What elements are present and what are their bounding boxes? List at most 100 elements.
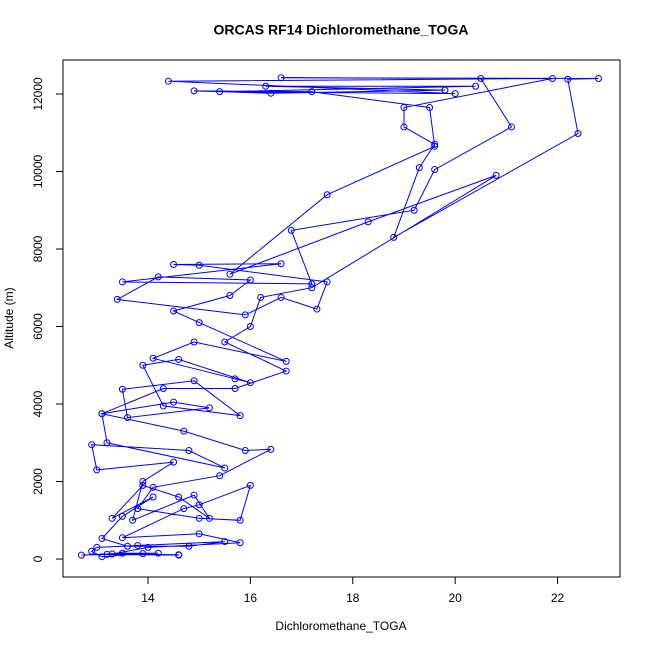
data-point: [216, 88, 224, 96]
data-point: [246, 323, 254, 331]
data-point: [257, 293, 265, 301]
data-point: [118, 385, 126, 393]
data-point: [88, 547, 96, 555]
data-point: [164, 77, 172, 85]
data-point: [431, 142, 439, 150]
data-point: [118, 278, 126, 286]
data-point: [594, 74, 602, 82]
data-point: [190, 377, 198, 385]
data-point: [507, 123, 515, 131]
y-tick-label: 10000: [31, 154, 45, 188]
data-point: [277, 74, 285, 82]
x-tick-label: 22: [551, 591, 565, 605]
data-point: [195, 530, 203, 538]
x-tick-label: 14: [141, 591, 155, 605]
data-point: [108, 550, 116, 558]
data-point: [124, 414, 132, 422]
data-point: [246, 379, 254, 387]
data-point: [216, 472, 224, 480]
data-point: [410, 206, 418, 214]
data-point: [195, 501, 203, 509]
data-point: [139, 361, 147, 369]
data-point: [221, 464, 229, 472]
data-point: [236, 412, 244, 420]
data-point: [451, 90, 459, 98]
data-point: [221, 538, 229, 546]
data-point: [98, 534, 106, 542]
y-tick-label: 0: [31, 555, 45, 562]
data-point: [287, 226, 295, 234]
data-point: [241, 311, 249, 319]
data-point: [205, 514, 213, 522]
data-point: [103, 439, 111, 447]
data-point: [308, 280, 316, 288]
data-point: [159, 402, 167, 410]
data-point: [267, 89, 275, 97]
y-tick-label: 12000: [31, 77, 45, 111]
data-point: [139, 478, 147, 486]
data-point: [190, 338, 198, 346]
data-point: [226, 292, 234, 300]
data-point: [364, 218, 372, 226]
data-point: [390, 233, 398, 241]
data-point: [236, 539, 244, 547]
x-tick-label: 16: [244, 591, 258, 605]
data-point: [262, 82, 270, 90]
data-point: [221, 338, 229, 346]
data-point: [113, 295, 121, 303]
data-point: [118, 549, 126, 557]
data-point: [190, 87, 198, 95]
chart-title: ORCAS RF14 Dichloromethane_TOGA: [214, 22, 469, 38]
data-point: [124, 542, 132, 550]
data-point: [139, 550, 147, 558]
data-point: [231, 385, 239, 393]
data-point: [323, 278, 331, 286]
data-point: [282, 357, 290, 365]
data-point: [431, 140, 439, 148]
data-point: [400, 104, 408, 112]
data-point: [246, 276, 254, 284]
data-point: [226, 270, 234, 278]
data-point: [185, 447, 193, 455]
data-point: [159, 385, 167, 393]
x-tick-label: 18: [346, 591, 360, 605]
data-line: [81, 77, 599, 558]
data-point: [195, 319, 203, 327]
data-point: [241, 447, 249, 455]
data-point: [308, 284, 316, 292]
data-point: [98, 410, 106, 418]
data-point: [180, 427, 188, 435]
data-point: [77, 551, 85, 559]
data-point: [149, 483, 157, 491]
data-point: [88, 441, 96, 449]
data-point: [149, 493, 157, 501]
data-point: [267, 445, 275, 453]
data-point: [236, 516, 244, 524]
data-point: [231, 375, 239, 383]
data-point: [277, 293, 285, 301]
data-point: [134, 541, 142, 549]
data-point: [144, 543, 152, 551]
data-point: [108, 514, 116, 522]
x-tick-label: 20: [448, 591, 462, 605]
data-point: [93, 543, 101, 551]
data-point: [175, 493, 183, 501]
data-point: [190, 491, 198, 499]
data-point: [98, 553, 106, 561]
data-point: [154, 273, 162, 281]
data-point: [185, 542, 193, 550]
x-axis-label: Dichloromethane_TOGA: [275, 619, 406, 633]
y-tick-label: 8000: [31, 235, 45, 262]
data-point: [170, 307, 178, 315]
data-point: [477, 74, 485, 82]
data-point: [492, 171, 500, 179]
data-point: [170, 398, 178, 406]
plot-box: [62, 59, 621, 578]
data-point: [93, 466, 101, 474]
data-point: [548, 74, 556, 82]
data-point: [175, 551, 183, 559]
data-point: [313, 305, 321, 313]
data-point: [154, 549, 162, 557]
data-point: [431, 166, 439, 174]
